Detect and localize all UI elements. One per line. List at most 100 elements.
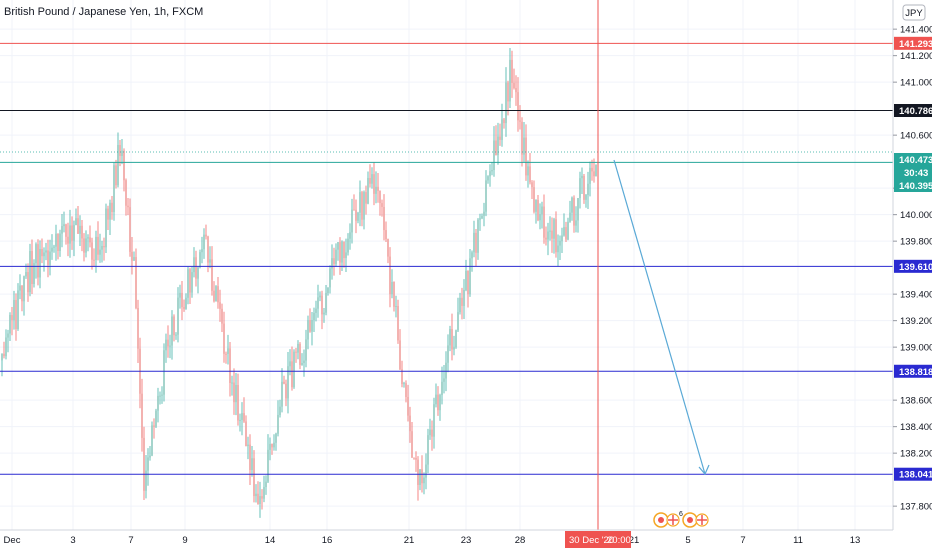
crosshair-time-box bbox=[565, 531, 631, 548]
candle-body bbox=[163, 350, 165, 395]
candle-body bbox=[421, 469, 423, 484]
candle-body bbox=[25, 272, 27, 277]
candle-body bbox=[361, 192, 363, 220]
candle-body bbox=[43, 252, 45, 257]
candle-body bbox=[101, 246, 103, 250]
candle-body bbox=[191, 272, 193, 293]
candle-body bbox=[53, 246, 55, 248]
event-marker[interactable]: 6 bbox=[653, 511, 683, 528]
candle-body bbox=[309, 320, 311, 332]
projection-arrow-line[interactable] bbox=[613, 159, 706, 475]
current-price-box bbox=[894, 153, 932, 166]
candle-body bbox=[285, 383, 287, 399]
candle-body bbox=[461, 297, 463, 306]
currency-badge[interactable]: JPY bbox=[902, 4, 926, 21]
candle-body bbox=[527, 166, 529, 176]
candle-body bbox=[347, 238, 349, 253]
candle-body bbox=[335, 249, 337, 264]
candle-body bbox=[213, 290, 215, 302]
candle-body bbox=[389, 256, 391, 295]
candle-body bbox=[271, 443, 273, 448]
candle-body bbox=[95, 236, 97, 260]
candle-body bbox=[405, 383, 407, 397]
candle-body bbox=[263, 487, 265, 499]
candle-body bbox=[485, 180, 487, 212]
candle-body bbox=[23, 276, 25, 302]
candle-body bbox=[435, 394, 437, 405]
candle-body bbox=[535, 199, 537, 212]
candle-body bbox=[45, 250, 47, 253]
candle-body bbox=[377, 186, 379, 191]
candle-body bbox=[209, 259, 211, 263]
candle-body bbox=[77, 218, 79, 234]
price-tick-label: 141.400 bbox=[900, 25, 932, 36]
candle-body bbox=[585, 194, 587, 200]
candle-body bbox=[35, 244, 37, 264]
candle-body bbox=[57, 233, 59, 251]
candle-body bbox=[381, 203, 383, 207]
candle-body bbox=[555, 219, 557, 253]
candle-body bbox=[153, 425, 155, 427]
candle-body bbox=[457, 312, 459, 331]
candle-body bbox=[275, 433, 277, 443]
candle-body bbox=[375, 186, 377, 194]
currency-badge-label: JPY bbox=[905, 8, 923, 19]
candle-body bbox=[277, 414, 279, 434]
level-label-value: 138.041 bbox=[899, 470, 932, 481]
candle-body bbox=[255, 493, 257, 497]
candle-body bbox=[441, 381, 443, 396]
price-tick-label: 138.400 bbox=[900, 422, 932, 433]
economic-events[interactable]: 6 bbox=[653, 511, 709, 528]
candle-body bbox=[547, 231, 549, 240]
candle-body bbox=[317, 297, 319, 309]
candle-body bbox=[241, 413, 243, 420]
candle-body bbox=[369, 177, 371, 184]
event-marker[interactable] bbox=[682, 512, 709, 528]
candle-body bbox=[183, 307, 185, 309]
candle-body bbox=[177, 297, 179, 335]
candle-body bbox=[373, 174, 375, 194]
event-dot-icon bbox=[658, 517, 664, 523]
candle-body bbox=[81, 225, 83, 239]
candle-body bbox=[487, 176, 489, 181]
candle-body bbox=[473, 232, 475, 253]
candle-body bbox=[507, 82, 509, 102]
event-count: 6 bbox=[679, 511, 683, 518]
candle-body bbox=[403, 383, 405, 385]
candle-body bbox=[207, 236, 209, 263]
candle-body bbox=[559, 241, 561, 246]
candle-body bbox=[235, 384, 237, 403]
candle-body bbox=[529, 166, 531, 183]
candle-body bbox=[557, 245, 559, 253]
candle-body bbox=[417, 459, 419, 485]
candle-body bbox=[383, 206, 385, 231]
candle-body bbox=[21, 285, 23, 302]
candle-body bbox=[143, 437, 145, 491]
candle-body bbox=[365, 192, 367, 204]
arrow-head-icon bbox=[698, 464, 710, 476]
level-label-box bbox=[894, 259, 932, 273]
candle-body bbox=[445, 362, 447, 379]
time-axis[interactable]: Dec 3 7 9 14 16 21 23 28 21 5 7 11 13 bbox=[0, 529, 893, 546]
candle-body bbox=[5, 337, 7, 357]
crosshair-time-label: 30 Dec '20 20:00 bbox=[565, 531, 631, 548]
candle-body bbox=[219, 302, 221, 309]
price-tick-label: 140.600 bbox=[900, 131, 932, 142]
time-tick-label: 14 bbox=[265, 535, 276, 546]
projection-arrow[interactable] bbox=[613, 159, 710, 476]
price-axis[interactable]: 141.400141.200141.000140.600140.200140.0… bbox=[892, 0, 932, 530]
candle-body bbox=[63, 224, 65, 227]
candle-body bbox=[539, 214, 541, 221]
candle-body bbox=[67, 236, 69, 244]
candle-body bbox=[409, 415, 411, 432]
crosshair-date: 30 Dec '20 bbox=[569, 535, 614, 546]
candle-body bbox=[171, 316, 173, 346]
candle-body bbox=[495, 140, 497, 156]
candle-body bbox=[197, 267, 199, 279]
current-price-label: 140.473 30:43 140.395 bbox=[894, 153, 932, 192]
candle-body bbox=[471, 252, 473, 259]
time-tick-label: 9 bbox=[182, 535, 187, 546]
candle-body bbox=[267, 449, 269, 482]
candle-body bbox=[579, 178, 581, 199]
